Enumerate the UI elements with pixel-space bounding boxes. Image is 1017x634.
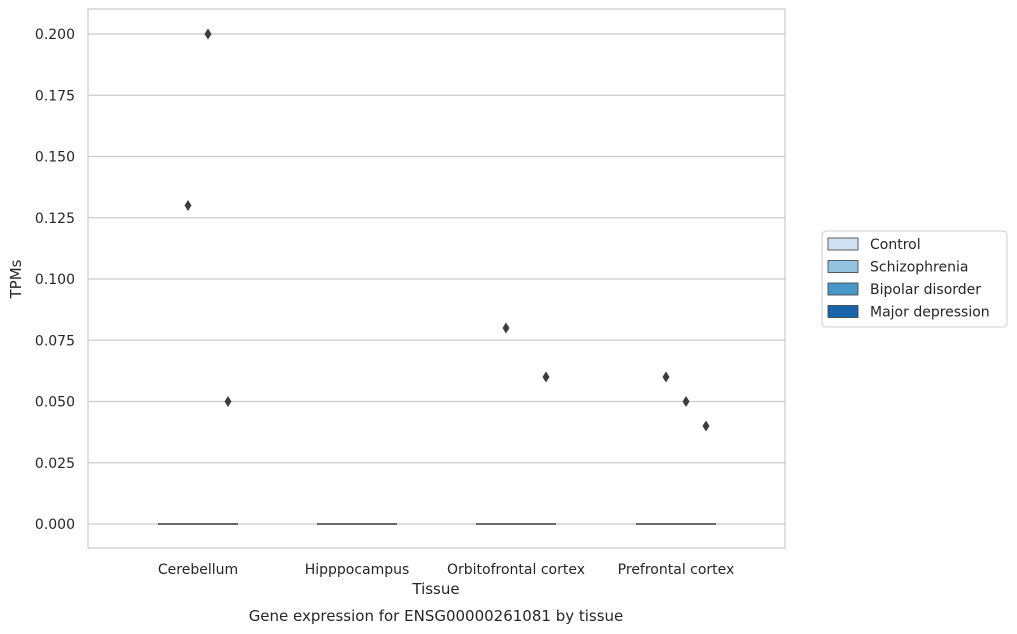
legend-swatch <box>827 282 859 296</box>
outlier-point <box>662 371 670 383</box>
y-tick-label: 0.175 <box>35 88 75 104</box>
outlier-point <box>502 322 510 334</box>
y-tick-label: 0.150 <box>35 150 75 166</box>
gridlines <box>88 33 785 525</box>
x-axis-label: Tissue <box>411 580 459 598</box>
x-tick-label: Orbitofrontal cortex <box>447 562 585 578</box>
y-tick-label: 0.100 <box>35 272 75 288</box>
outlier-point <box>682 396 690 407</box>
chart-caption: Gene expression for ENSG00000261081 by t… <box>249 607 624 625</box>
legend-frame <box>821 230 1008 328</box>
y-tick-label: 0.025 <box>35 456 75 472</box>
x-tick-label: Hipppocampus <box>305 562 410 578</box>
outlier-point <box>542 371 550 383</box>
y-tick-label: 0.000 <box>35 517 75 533</box>
legend-swatch <box>827 237 859 251</box>
legend-label: Bipolar disorder <box>870 282 981 298</box>
outlier-point <box>204 28 212 40</box>
y-tick-label: 0.125 <box>35 211 75 227</box>
legend-label: Major depression <box>870 305 990 321</box>
plot-frame <box>87 8 786 549</box>
x-tick-label: Cerebellum <box>158 562 238 578</box>
outlier-point <box>702 420 710 432</box>
y-tick-labels: 0.000 0.025 0.050 0.075 0.100 0.125 0.150 0.175… <box>35 27 75 533</box>
legend-swatch <box>827 260 859 273</box>
outlier-point <box>224 396 232 407</box>
outlier-points <box>184 28 710 432</box>
legend-label: Schizophrenia <box>870 260 968 276</box>
outlier-point <box>184 200 192 211</box>
legend: Control Schizophrenia Bipolar disorder Majo… <box>821 230 1008 328</box>
legend-swatch <box>827 305 859 318</box>
legend-label: Control <box>870 237 921 253</box>
y-tick-label: 0.050 <box>35 395 75 411</box>
x-tick-label: Prefrontal cortex <box>618 562 735 578</box>
y-axis-label: TPMs <box>7 259 25 299</box>
y-tick-label: 0.200 <box>35 27 75 43</box>
y-tick-label: 0.075 <box>35 333 75 349</box>
x-tick-labels: Cerebellum Hipppocampus Orbitofrontal cort… <box>158 562 734 578</box>
